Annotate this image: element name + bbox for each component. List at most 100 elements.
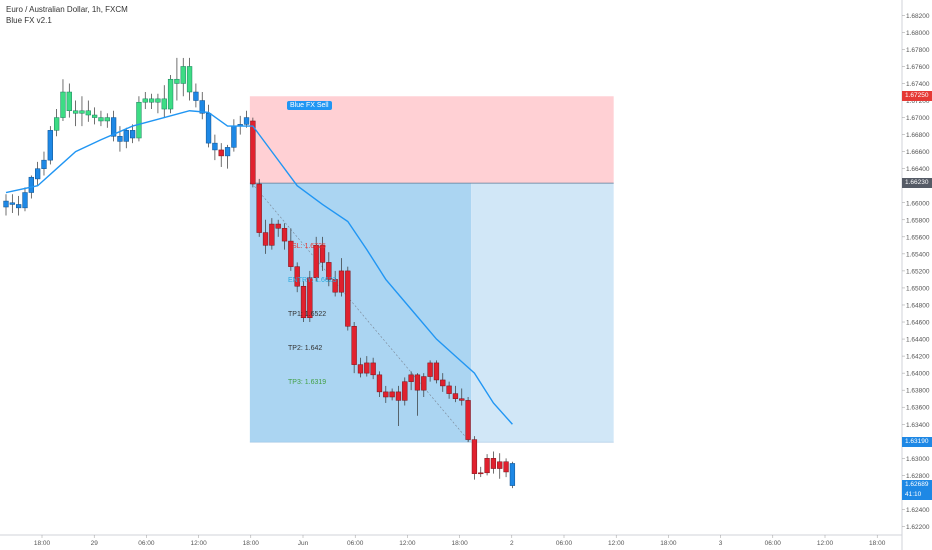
y-tick-label: 1.63400 xyxy=(906,422,930,429)
y-tick-label: 1.67000 xyxy=(906,115,930,122)
x-tick-label: 12:00 xyxy=(817,540,834,547)
sl-label: SL: 1.6725 xyxy=(292,243,326,251)
y-tick-label: 1.63600 xyxy=(906,405,930,412)
y-tick-label: 1.64800 xyxy=(906,302,930,309)
candle-body xyxy=(509,463,516,486)
y-tick-label: 1.63800 xyxy=(906,388,930,395)
y-tick-label: 1.64400 xyxy=(906,337,930,344)
x-tick-label: 29 xyxy=(91,540,99,547)
y-tick-label: 1.66400 xyxy=(906,166,930,173)
candle-body xyxy=(212,142,218,151)
candle-body xyxy=(142,98,148,103)
candle-body xyxy=(459,398,465,401)
candle-body xyxy=(243,117,250,125)
candle-body xyxy=(364,362,370,374)
x-tick-label: 06:00 xyxy=(347,540,364,547)
candle-body xyxy=(433,362,440,381)
x-tick-label: 18:00 xyxy=(660,540,677,547)
y-tick-label: 1.66600 xyxy=(906,149,930,156)
candle-body xyxy=(262,232,269,246)
candle-body xyxy=(199,100,205,114)
candle-body xyxy=(370,362,376,376)
countdown-badge: 41:10 xyxy=(902,489,932,500)
candle-body xyxy=(288,240,294,267)
candle-body xyxy=(351,326,357,365)
candle-body xyxy=(408,374,414,382)
tp2-label: TP2: 1.642 xyxy=(288,345,323,353)
candle-body xyxy=(129,130,136,139)
x-tick-label: 18:00 xyxy=(243,540,260,547)
candle-body xyxy=(440,379,446,387)
candle-body xyxy=(98,117,104,122)
candle-body xyxy=(41,159,47,169)
candle-body xyxy=(478,472,484,475)
candle-body xyxy=(148,98,155,103)
candle-body xyxy=(28,176,34,193)
candle-body xyxy=(161,98,167,110)
tp1-label: TP1: 1.6522 xyxy=(288,311,327,319)
candle-body xyxy=(471,439,478,474)
candle-body xyxy=(503,461,509,473)
candle-body xyxy=(281,228,288,242)
y-tick-label: 1.65200 xyxy=(906,268,930,275)
candle-body xyxy=(218,149,224,157)
moving-average-line xyxy=(5,110,513,425)
candle-body xyxy=(53,117,60,131)
candle-body xyxy=(376,374,383,393)
candle-body xyxy=(497,461,503,469)
candle-body xyxy=(383,391,389,398)
last-price-badge: 1.62689 xyxy=(902,479,932,490)
candle-body xyxy=(345,270,351,327)
y-tick-label: 1.67400 xyxy=(906,81,930,88)
candle-body xyxy=(193,91,199,101)
entry-price-badge: 1.66230 xyxy=(902,178,932,189)
candle-body xyxy=(205,113,212,144)
candle-body xyxy=(307,277,313,319)
y-tick-label: 1.66000 xyxy=(906,200,930,207)
x-tick-label: 06:00 xyxy=(138,540,155,547)
candle-body xyxy=(338,270,345,293)
candle-body xyxy=(136,101,142,139)
x-tick-label: 12:00 xyxy=(399,540,416,547)
y-tick-label: 1.65400 xyxy=(906,251,930,258)
candle-body xyxy=(402,381,408,401)
x-tick-label: 18:00 xyxy=(451,540,468,547)
candle-body xyxy=(35,168,41,180)
y-tick-label: 1.64200 xyxy=(906,354,930,361)
y-tick-label: 1.65000 xyxy=(906,285,930,292)
tp3-price-badge: 1.63190 xyxy=(902,437,932,448)
indicator-name: Blue FX v2.1 xyxy=(6,16,52,25)
candle-body xyxy=(123,130,129,142)
candle-body xyxy=(389,391,395,398)
y-tick-label: 1.68000 xyxy=(906,30,930,37)
candle-body xyxy=(47,130,53,161)
y-tick-label: 1.67800 xyxy=(906,47,930,54)
candle-body xyxy=(357,364,364,374)
candle-body xyxy=(421,376,427,391)
candle-body xyxy=(484,458,490,474)
entry-label: ENTRY: 1.6623 xyxy=(288,277,337,285)
candle-body xyxy=(256,183,262,233)
x-tick-label: 12:00 xyxy=(608,540,625,547)
candle-body xyxy=(294,266,300,287)
reward-zone-extension xyxy=(471,183,614,443)
candle-body xyxy=(300,285,307,319)
sl-price-badge: 1.67250 xyxy=(902,91,932,102)
x-tick-label: 3 xyxy=(719,540,723,547)
reward-zone xyxy=(249,183,472,443)
symbol-title: Euro / Australian Dollar, 1h, FXCM xyxy=(6,5,128,14)
candle-body xyxy=(313,245,319,278)
candle-body xyxy=(180,66,186,84)
candle-body xyxy=(110,117,117,137)
candle-body xyxy=(224,147,231,157)
candle-body xyxy=(250,120,256,185)
candle-body xyxy=(269,223,275,246)
candle-body xyxy=(91,114,98,118)
candle-body xyxy=(446,385,452,394)
x-tick-label: 12:00 xyxy=(190,540,207,547)
x-tick-label: 2 xyxy=(510,540,514,547)
y-tick-label: 1.68200 xyxy=(906,13,930,20)
candle-body xyxy=(490,458,497,469)
